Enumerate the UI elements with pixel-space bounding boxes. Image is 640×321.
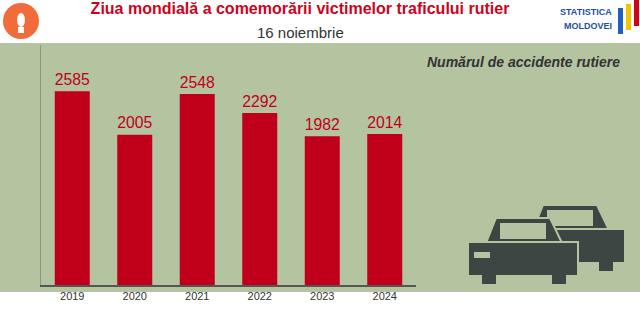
svg-text:1982: 1982 (305, 116, 340, 133)
svg-text:2021: 2021 (185, 290, 209, 302)
svg-text:MOLDOVEI: MOLDOVEI (564, 21, 612, 31)
svg-text:2022: 2022 (248, 290, 272, 302)
svg-text:2014: 2014 (367, 114, 402, 131)
svg-text:2292: 2292 (242, 93, 277, 110)
svg-text:2020: 2020 (123, 290, 147, 302)
svg-text:2548: 2548 (180, 74, 215, 91)
svg-text:STATISTICA: STATISTICA (560, 7, 612, 17)
svg-text:16 noiembrie: 16 noiembrie (257, 24, 344, 41)
svg-text:Numărul de accidente rutiere: Numărul de accidente rutiere (427, 54, 620, 70)
svg-text:2585: 2585 (55, 71, 90, 88)
svg-text:2005: 2005 (117, 114, 152, 131)
svg-text:2023: 2023 (310, 290, 334, 302)
svg-text:2019: 2019 (60, 290, 84, 302)
svg-text:Ziua mondială a comemorării vi: Ziua mondială a comemorării victimelor t… (91, 0, 510, 17)
svg-text:2024: 2024 (373, 290, 397, 302)
